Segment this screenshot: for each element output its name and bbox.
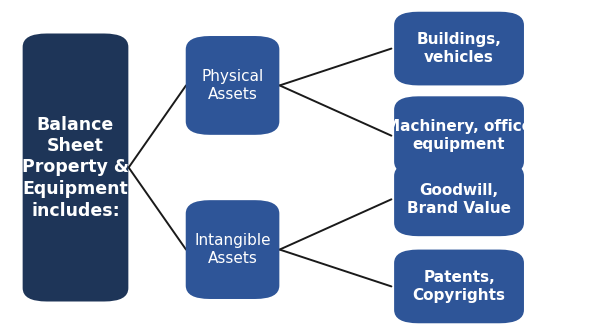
FancyBboxPatch shape [186, 36, 279, 135]
FancyBboxPatch shape [394, 12, 524, 85]
FancyBboxPatch shape [394, 250, 524, 323]
FancyBboxPatch shape [186, 200, 279, 299]
Text: Physical
Assets: Physical Assets [201, 69, 264, 102]
Text: Buildings,
vehicles: Buildings, vehicles [417, 32, 501, 65]
FancyBboxPatch shape [394, 96, 524, 175]
Text: Machinery, office
equipment: Machinery, office equipment [385, 119, 533, 152]
Text: Goodwill,
Brand Value: Goodwill, Brand Value [407, 183, 511, 216]
FancyBboxPatch shape [394, 162, 524, 236]
Text: Patents,
Copyrights: Patents, Copyrights [413, 270, 506, 303]
Text: Balance
Sheet
Property &
Equipment
includes:: Balance Sheet Property & Equipment inclu… [22, 116, 129, 219]
FancyBboxPatch shape [23, 34, 128, 302]
Text: Intangible
Assets: Intangible Assets [194, 233, 271, 266]
